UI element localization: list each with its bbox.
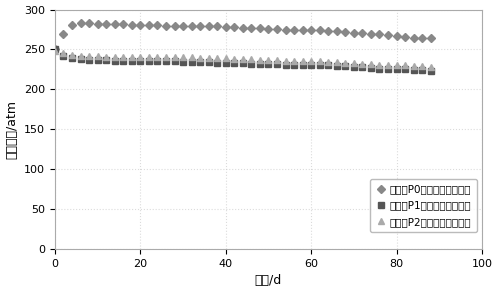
Line: 采油井P2实测连续井底流压: 采油井P2实测连续井底流压: [52, 48, 433, 70]
注气井P0实测连续井底流压: [389, 34, 395, 38]
采油井P1实测连续井底流压: [423, 69, 429, 73]
采油井P1实测连续井底流压: [197, 61, 203, 64]
注气井P0实测连续井底流压: [103, 22, 109, 26]
X-axis label: 时间/d: 时间/d: [255, 275, 282, 287]
采油井P1实测连续井底流压: [244, 61, 250, 65]
采油井P2实测连续井底流压: [91, 54, 97, 58]
采油井P1实测连续井底流压: [385, 67, 391, 70]
采油井P2实测连续井底流压: [428, 65, 434, 69]
采油井P2实测连续井底流压: [129, 55, 135, 58]
Line: 采油井P1实测连续井底流压: 采油井P1实测连续井底流压: [52, 47, 433, 74]
采油井P2实测连续井底流压: [52, 49, 58, 53]
采油井P1实测连续井底流压: [428, 69, 434, 73]
Line: 注气井P0实测连续井底流压: 注气井P0实测连续井底流压: [52, 20, 433, 52]
注气井P0实测连续井底流压: [78, 21, 84, 25]
注气井P0实测连续井底流压: [133, 23, 139, 26]
采油井P1实测连续井底流压: [52, 48, 58, 51]
采油井P2实测连续井底流压: [99, 54, 105, 58]
采油井P1实测连续井底流压: [99, 58, 105, 62]
Y-axis label: 井底流压/atm: 井底流压/atm: [5, 100, 18, 159]
注气井P0实测连续井底流压: [428, 37, 434, 40]
采油井P1实测连续井底流压: [91, 58, 97, 62]
Legend: 注气井P0实测连续井底流压, 采油井P1实测连续井底流压, 采油井P2实测连续井底流压: 注气井P0实测连续井底流压, 采油井P1实测连续井底流压, 采油井P2实测连续井…: [370, 179, 477, 232]
采油井P2实测连续井底流压: [385, 63, 391, 67]
注气井P0实测连续井底流压: [95, 22, 101, 26]
注气井P0实测连续井底流压: [52, 48, 58, 51]
采油井P1实测连续井底流压: [129, 59, 135, 62]
采油井P2实测连续井底流压: [197, 57, 203, 60]
注气井P0实测连续井底流压: [201, 25, 207, 28]
采油井P2实测连续井底流压: [244, 57, 250, 61]
注气井P0实测连续井底流压: [249, 26, 254, 30]
